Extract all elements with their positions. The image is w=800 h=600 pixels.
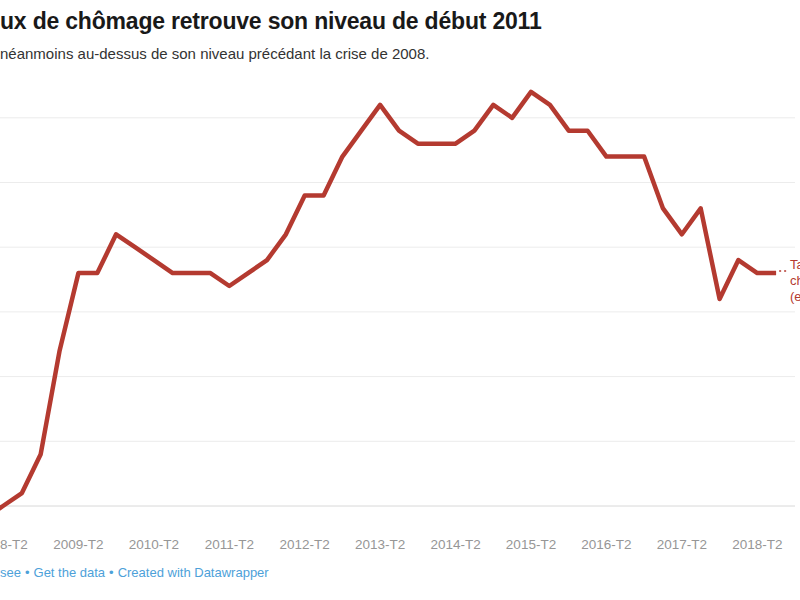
x-axis-tick-label: 2017-T2	[657, 537, 707, 552]
get-the-data-link[interactable]: Get the data	[34, 565, 106, 580]
x-axis-tick-label: 2013-T2	[355, 537, 405, 552]
x-axis-tick-label: 2015-T2	[506, 537, 556, 552]
x-axis-tick-label: 2012-T2	[280, 537, 330, 552]
x-axis-tick-label: 2009-T2	[53, 537, 103, 552]
source-link-remnant[interactable]: see	[0, 565, 21, 580]
x-axis-tick-label: 2014-T2	[430, 537, 480, 552]
x-axis-tick-label: 8-T2	[0, 537, 28, 552]
x-axis-tick-label: 2010-T2	[129, 537, 179, 552]
footer-separator: •	[109, 565, 114, 580]
datawrapper-chart-page: { "header": { "title": "ux de chômage re…	[0, 0, 800, 600]
footer-separator: •	[25, 565, 30, 580]
series-label-line: chômage	[790, 273, 800, 288]
series-label-line: (en %)	[790, 289, 800, 304]
x-axis-tick-label: 2011-T2	[205, 537, 254, 552]
datawrapper-credit-link[interactable]: Created with Datawrapper	[118, 565, 269, 580]
unemployment-rate-line	[0, 92, 776, 512]
x-axis-tick-label: 2016-T2	[581, 537, 631, 552]
line-chart-plot: Taux dechômage(en %) 8-T2 2009-T2 2010-T2 20…	[0, 0, 800, 600]
series-label-line: Taux de	[790, 257, 800, 272]
x-axis-tick-label: 2018-T2	[732, 537, 782, 552]
chart-footer: see•Get the data•Created with Datawrappe…	[0, 565, 800, 580]
